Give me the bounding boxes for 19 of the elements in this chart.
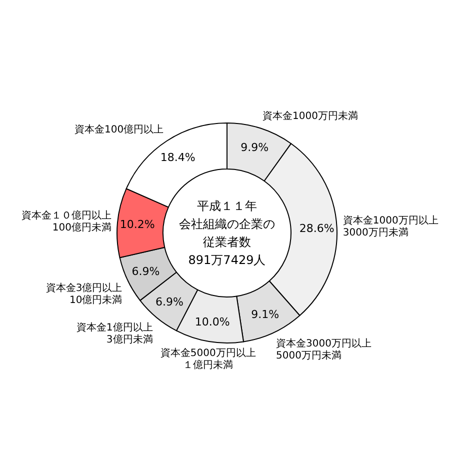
slice-label: 資本金3億円以上 10億円未満 bbox=[46, 282, 122, 306]
data-label: 18.4% bbox=[160, 151, 196, 164]
data-label: 6.9% bbox=[155, 296, 184, 309]
slice-label: 資本金5000万円以上１億円未満 bbox=[160, 346, 256, 371]
slice-label: 資本金1000万円以上 3000万円未満 bbox=[342, 214, 438, 239]
data-label: 9.9% bbox=[240, 140, 269, 154]
slice-label: 資本金1000万円未満 bbox=[262, 110, 358, 122]
text: 平成１１年 bbox=[197, 199, 257, 213]
text: 891万7429人 bbox=[188, 253, 266, 267]
slice-label: 資本金1億円以上 3億円未満 bbox=[76, 322, 153, 346]
data-label: 6.9% bbox=[132, 265, 160, 278]
data-label: 10.2% bbox=[120, 218, 155, 232]
data-label: 10.0% bbox=[194, 315, 230, 328]
data-label: 28.6% bbox=[299, 222, 334, 235]
slice-label: 資本金3000万円以上 5000万円未満 bbox=[276, 338, 372, 362]
slice-label: 資本金100億円以上 bbox=[74, 123, 164, 136]
slice-label: 資本金１０億円以上 100億円未満 bbox=[22, 210, 112, 234]
text: 会社組織の企業の従業者数 bbox=[179, 217, 275, 249]
data-label: 9.1% bbox=[251, 308, 280, 322]
